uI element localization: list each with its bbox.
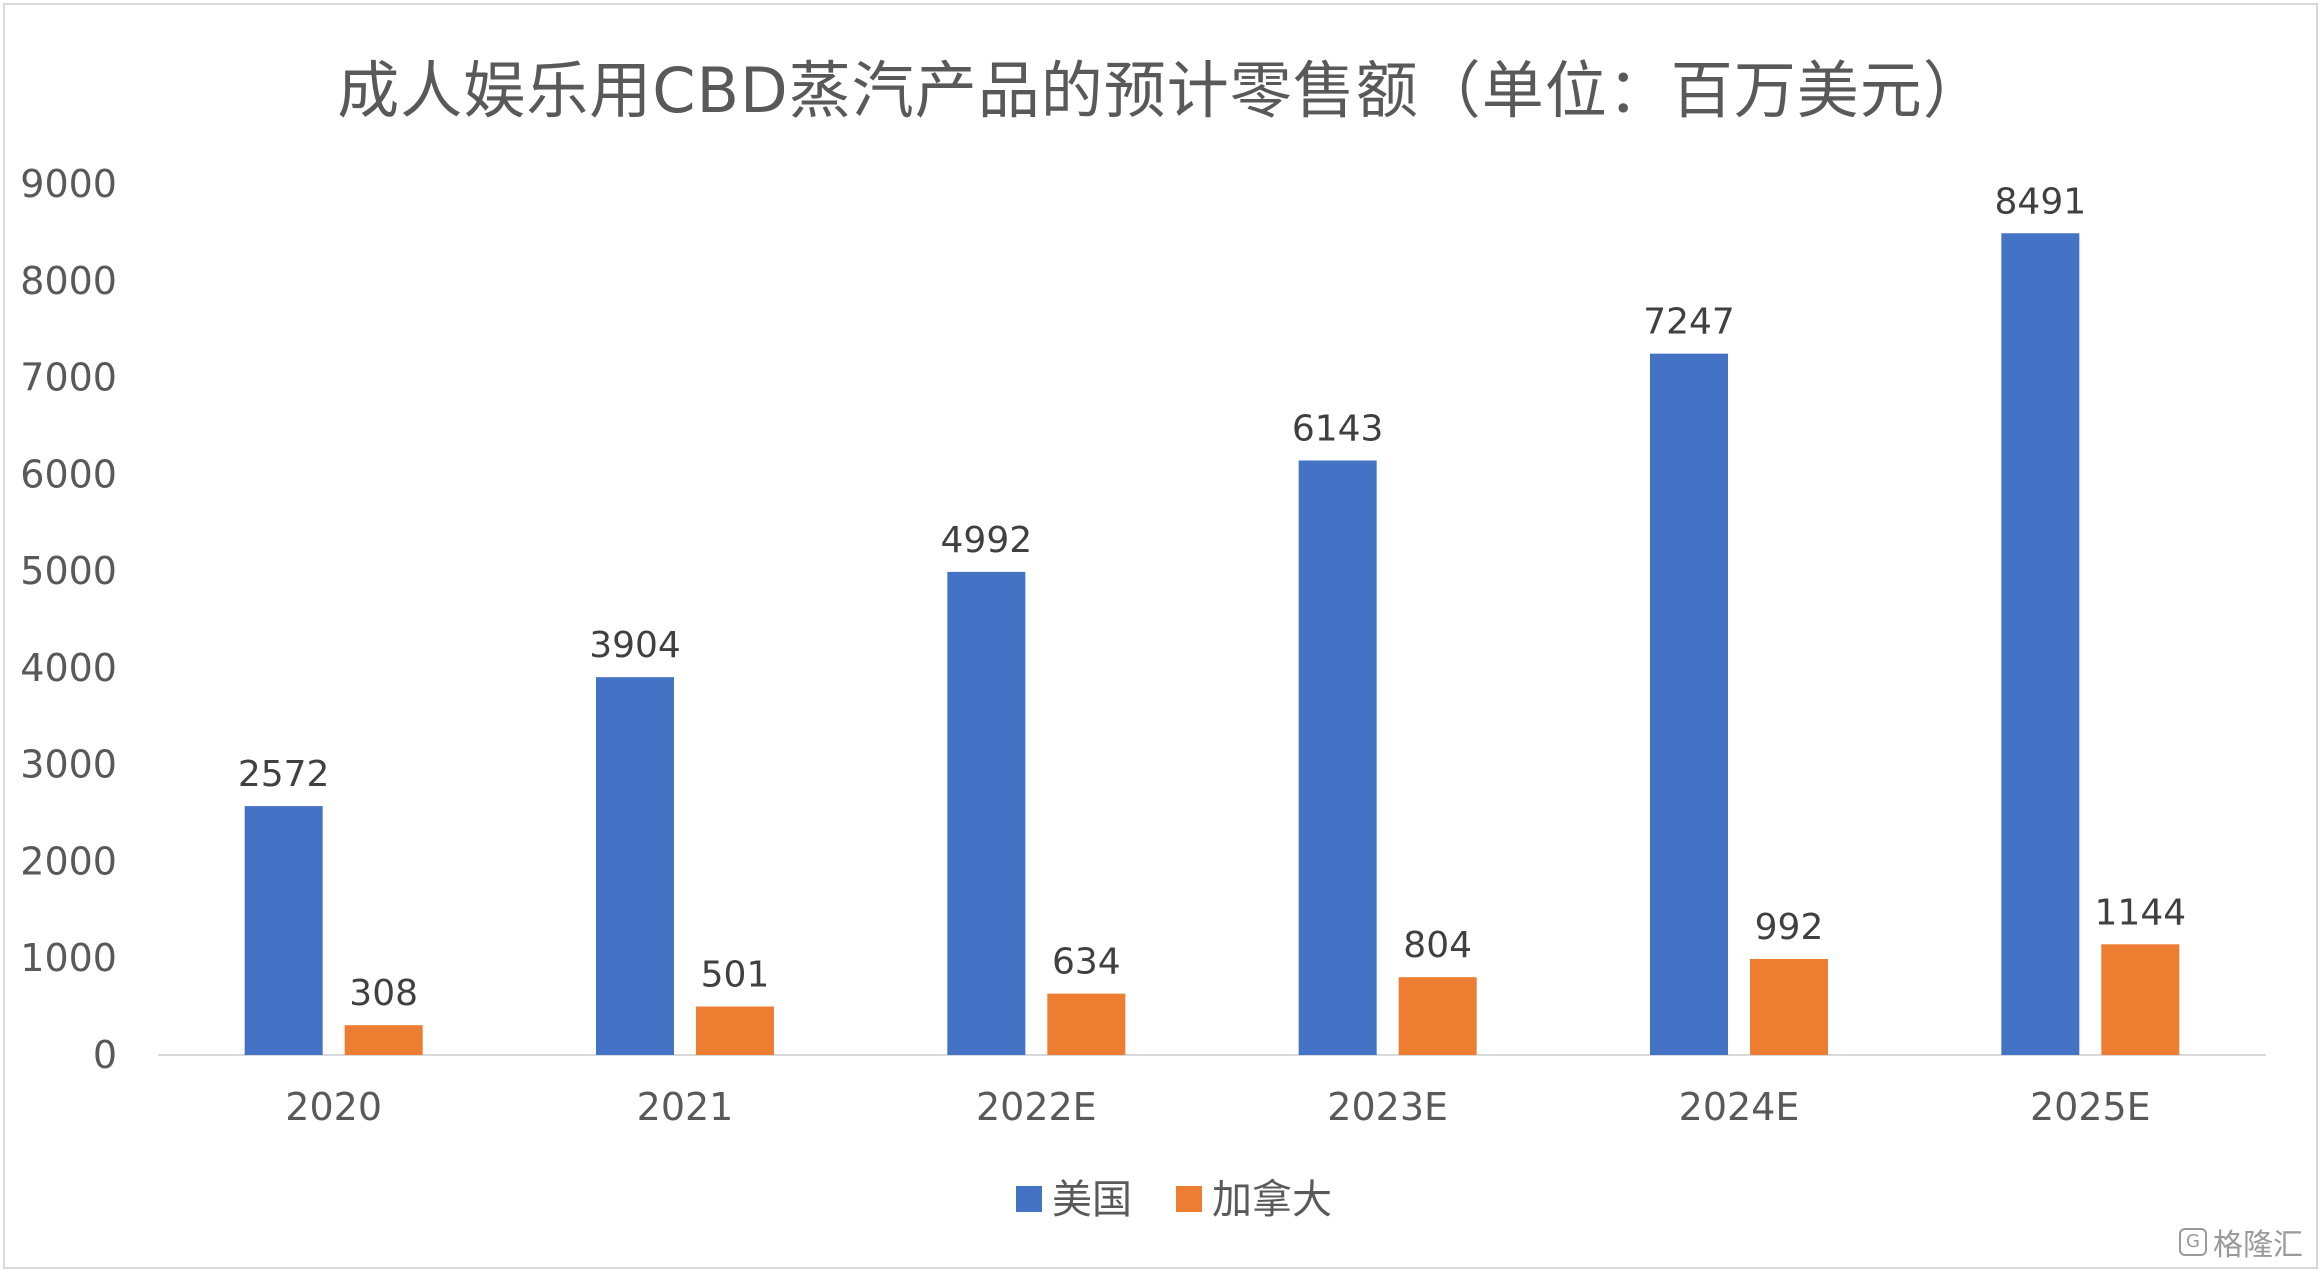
x-tick-label: 2022E [976,1085,1097,1129]
data-label: 8491 [1995,181,2087,222]
y-tick-label: 1000 [20,936,117,980]
y-tick-label: 0 [93,1033,117,1077]
data-label: 501 [701,955,770,996]
data-label: 308 [349,973,418,1014]
bar [1298,460,1377,1055]
bar [696,1006,774,1055]
data-label: 1144 [2095,892,2187,933]
bar [947,571,1026,1055]
legend-label: 加拿大 [1212,1177,1332,1223]
bar-groups: 2572 308 3904 501 4992 634 6143 804 7247 992 8491 1… [238,181,2186,1055]
x-tick-label: 2020 [285,1085,382,1129]
y-tick-label: 7000 [20,356,117,400]
data-label: 4992 [941,520,1033,561]
bar-group: 7247 992 [1643,302,1828,1055]
data-label: 6143 [1292,408,1384,449]
data-label: 992 [1755,907,1824,948]
data-label: 634 [1052,942,1121,983]
watermark-logo-icon: G [2179,1228,2207,1256]
x-tick-label: 2025E [2030,1085,2151,1129]
bar [1047,993,1126,1055]
y-tick-label: 6000 [20,452,117,496]
y-axis-ticks: 0 1000 2000 3000 4000 5000 6000 7000 8000 9000 [20,162,117,1077]
y-tick-label: 9000 [20,162,117,206]
bar [344,1025,423,1055]
y-tick-label: 4000 [20,646,117,690]
bar [2001,233,2080,1055]
data-label: 7247 [1643,302,1735,343]
bar-group: 2572 308 [238,754,423,1055]
x-tick-label: 2024E [1679,1085,1800,1129]
bar [596,677,674,1055]
y-tick-label: 5000 [20,549,117,593]
bar [2101,944,2180,1055]
data-label: 3904 [589,625,681,666]
x-tick-label: 2021 [637,1085,734,1129]
bar [1398,977,1477,1055]
y-tick-label: 8000 [20,259,117,303]
legend-swatch [1016,1186,1042,1212]
bar [1650,353,1728,1055]
chart-frame [3,3,2318,1269]
y-tick-label: 2000 [20,839,117,883]
bar-group: 6143 804 [1292,408,1477,1055]
y-tick-label: 3000 [20,743,117,787]
legend-label: 美国 [1052,1177,1132,1223]
legend: 美国 加拿大 [1016,1177,1332,1223]
legend-item: 加拿大 [1176,1177,1332,1223]
bar-group: 3904 501 [589,625,774,1055]
x-axis-ticks: 2020 2021 2022E 2023E 2024E 2025E [285,1085,2150,1129]
watermark: G 格隆汇 [2179,1220,2303,1264]
watermark-text: 格隆汇 [2213,1228,2303,1263]
data-label: 804 [1403,925,1472,966]
bar [1750,958,1828,1055]
legend-swatch [1176,1186,1202,1212]
legend-item: 美国 [1016,1177,1132,1223]
bar-group: 8491 1144 [1995,181,2187,1055]
chart-title: 成人娱乐用CBD蒸汽产品的预计零售额（单位：百万美元） [337,54,1986,127]
x-tick-label: 2023E [1327,1085,1448,1129]
bar-group: 4992 634 [941,520,1126,1055]
data-label: 2572 [238,754,330,795]
bar [244,806,323,1055]
